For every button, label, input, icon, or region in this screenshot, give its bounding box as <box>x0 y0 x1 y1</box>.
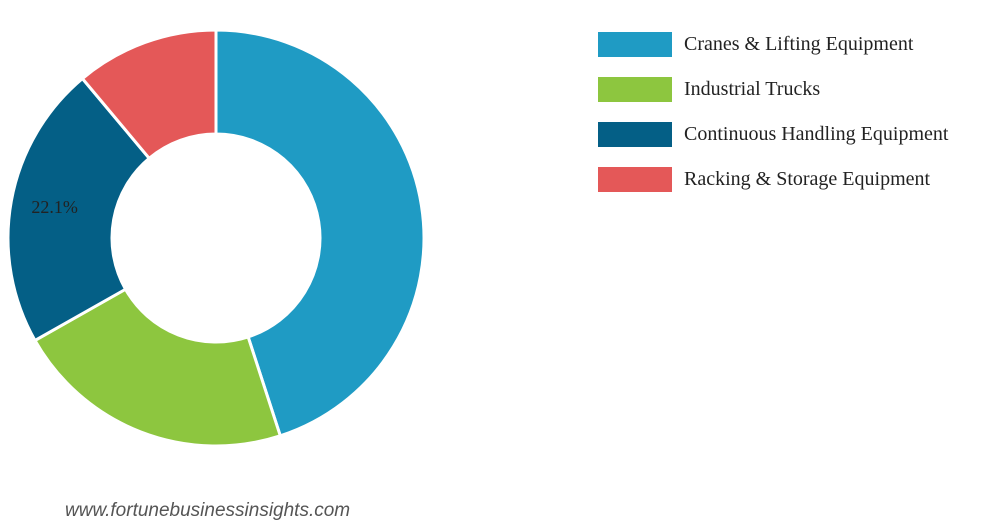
legend-label: Racking & Storage Equipment <box>684 168 931 190</box>
watermark: www.fortunebusinessinsights.com <box>65 500 351 521</box>
slice-racking-storage-equipment[interactable] <box>80 28 218 161</box>
legend-item-cranes-lifting-equipment[interactable]: Cranes & Lifting Equipment <box>598 22 948 67</box>
legend-item-continuous-handling-equipment[interactable]: Continuous Handling Equipment <box>598 112 948 157</box>
data-label: 22.1% <box>31 197 78 217</box>
legend-label: Cranes & Lifting Equipment <box>684 33 914 55</box>
slice-continuous-handling-equipment[interactable] <box>6 76 152 343</box>
legend-swatch <box>598 77 672 102</box>
legend-swatch <box>598 122 672 147</box>
slice-cranes-lifting-equipment[interactable] <box>214 28 426 438</box>
legend-label: Industrial Trucks <box>684 78 821 100</box>
slice-industrial-trucks[interactable] <box>32 287 283 448</box>
legend-item-racking-storage-equipment[interactable]: Racking & Storage Equipment <box>598 157 948 202</box>
legend-swatch <box>598 167 672 192</box>
legend-swatch <box>598 32 672 57</box>
legend-label: Continuous Handling Equipment <box>684 123 949 145</box>
legend: Cranes & Lifting Equipment Industrial Tr… <box>598 22 948 202</box>
legend-item-industrial-trucks[interactable]: Industrial Trucks <box>598 67 948 112</box>
